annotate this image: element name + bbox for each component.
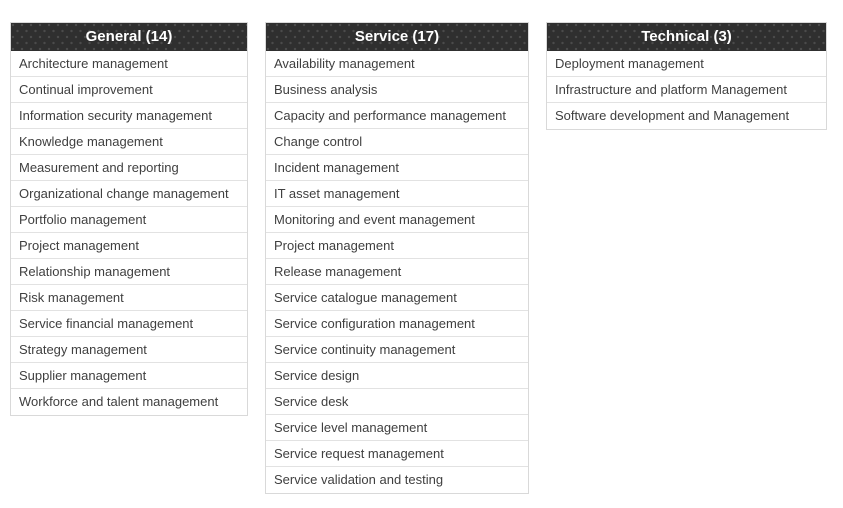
list-item: Service continuity management [266, 337, 528, 363]
table-technical-header: Technical (3) [547, 23, 826, 51]
list-item: Business analysis [266, 77, 528, 103]
list-item: Monitoring and event management [266, 207, 528, 233]
list-item: Project management [11, 233, 247, 259]
list-item: Relationship management [11, 259, 247, 285]
list-item: Service level management [266, 415, 528, 441]
table-service-body: Availability management Business analysis… [266, 51, 528, 493]
list-item: Availability management [266, 51, 528, 77]
table-technical: Technical (3) Deployment management Infra… [546, 22, 827, 130]
list-item: Workforce and talent management [11, 389, 247, 415]
list-item: Project management [266, 233, 528, 259]
list-item: Service desk [266, 389, 528, 415]
list-item: Service request management [266, 441, 528, 467]
table-service: Service (17) Availability management Busi… [265, 22, 529, 494]
list-item: Infrastructure and platform Management [547, 77, 826, 103]
list-item: Deployment management [547, 51, 826, 77]
list-item: Software development and Management [547, 103, 826, 129]
list-item: Service validation and testing [266, 467, 528, 493]
table-general-header: General (14) [11, 23, 247, 51]
list-item: Continual improvement [11, 77, 247, 103]
table-general: General (14) Architecture management Cont… [10, 22, 248, 416]
list-item: Portfolio management [11, 207, 247, 233]
list-item: Supplier management [11, 363, 247, 389]
list-item: Strategy management [11, 337, 247, 363]
list-item: Knowledge management [11, 129, 247, 155]
table-service-header: Service (17) [266, 23, 528, 51]
list-item: Service financial management [11, 311, 247, 337]
list-item: Architecture management [11, 51, 247, 77]
list-item: Service design [266, 363, 528, 389]
list-item: Service catalogue management [266, 285, 528, 311]
list-item: Capacity and performance management [266, 103, 528, 129]
table-technical-body: Deployment management Infrastructure and … [547, 51, 826, 129]
list-item: Information security management [11, 103, 247, 129]
list-item: Service configuration management [266, 311, 528, 337]
list-item: Measurement and reporting [11, 155, 247, 181]
list-item: Release management [266, 259, 528, 285]
list-item: Incident management [266, 155, 528, 181]
table-general-body: Architecture management Continual improve… [11, 51, 247, 415]
list-item: IT asset management [266, 181, 528, 207]
list-item: Organizational change management [11, 181, 247, 207]
list-item: Risk management [11, 285, 247, 311]
list-item: Change control [266, 129, 528, 155]
